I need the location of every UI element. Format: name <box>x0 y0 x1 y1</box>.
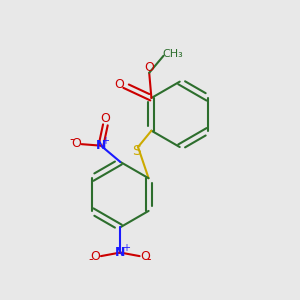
Text: -: - <box>146 253 151 266</box>
Text: N: N <box>115 246 125 259</box>
Text: N: N <box>96 139 106 152</box>
Text: CH₃: CH₃ <box>162 49 183 59</box>
Text: -: - <box>69 133 74 146</box>
Text: O: O <box>114 78 124 91</box>
Text: O: O <box>144 61 154 74</box>
Text: S: S <box>132 145 141 158</box>
Text: +: + <box>101 136 110 146</box>
Text: O: O <box>100 112 110 125</box>
Text: +: + <box>122 243 130 253</box>
Text: O: O <box>140 250 150 262</box>
Text: O: O <box>71 137 81 150</box>
Text: -: - <box>88 253 93 266</box>
Text: O: O <box>91 250 100 262</box>
